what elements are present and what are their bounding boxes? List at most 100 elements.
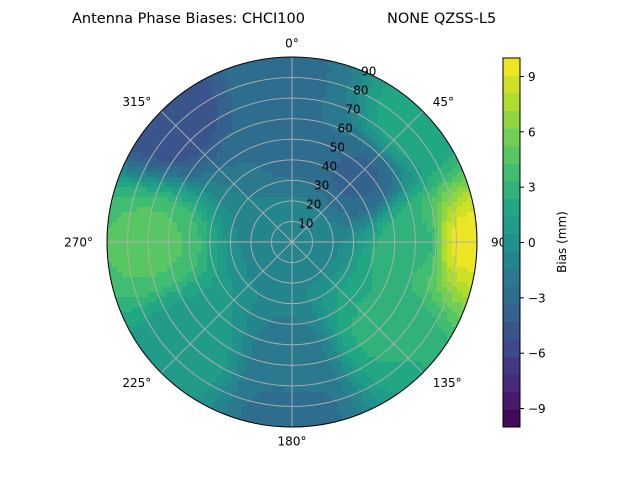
contour-cell (192, 377, 198, 383)
contour-cell (302, 337, 308, 343)
contour-cell (152, 342, 158, 348)
contour-cell (337, 72, 343, 78)
contour-cell (122, 227, 128, 233)
contour-cell (137, 222, 143, 228)
contour-cell (257, 197, 263, 203)
contour-cell (392, 387, 398, 393)
contour-cell (272, 372, 278, 378)
contour-cell (422, 287, 428, 293)
contour-cell (132, 237, 138, 243)
contour-cell (192, 202, 198, 208)
contour-cell (407, 127, 413, 133)
contour-cell (202, 72, 208, 78)
contour-cell (462, 217, 468, 223)
contour-cell (197, 397, 203, 403)
contour-cell (337, 237, 343, 243)
contour-cell (172, 312, 178, 318)
contour-cell (452, 242, 458, 248)
contour-cell (127, 302, 133, 308)
contour-cell (167, 207, 173, 213)
contour-cell (427, 122, 433, 128)
contour-cell (262, 87, 268, 93)
contour-cell (182, 127, 188, 133)
contour-cell (442, 182, 448, 188)
contour-cell (132, 187, 138, 193)
contour-cell (207, 257, 213, 263)
contour-cell (277, 172, 283, 178)
contour-cell (292, 207, 298, 213)
contour-cell (277, 322, 283, 328)
contour-cell (217, 112, 223, 118)
contour-cell (307, 422, 313, 427)
contour-cell (277, 267, 283, 273)
contour-cell (202, 137, 208, 143)
contour-cell (347, 132, 353, 138)
contour-cell (287, 402, 293, 408)
contour-cell (262, 157, 268, 163)
contour-cell (162, 202, 168, 208)
contour-cell (177, 97, 183, 103)
contour-cell (257, 277, 263, 283)
contour-cell (377, 247, 383, 253)
contour-cell (337, 67, 343, 73)
colorbar-band (503, 304, 520, 322)
contour-cell (327, 397, 333, 403)
colorbar-band (503, 110, 520, 129)
contour-cell (132, 222, 138, 228)
contour-cell (352, 112, 358, 118)
contour-cell (252, 322, 258, 328)
contour-cell (472, 217, 477, 223)
contour-cell (402, 227, 408, 233)
contour-cell (402, 237, 408, 243)
contour-cell (177, 87, 183, 93)
contour-cell (237, 407, 243, 413)
contour-cell (452, 187, 458, 193)
contour-cell (317, 282, 323, 288)
contour-cell (382, 167, 388, 173)
contour-cell (452, 317, 458, 323)
contour-cell (332, 237, 338, 243)
contour-cell (172, 192, 178, 198)
contour-cell (272, 107, 278, 113)
contour-cell (277, 407, 283, 413)
contour-cell (437, 162, 443, 168)
contour-cell (417, 147, 423, 153)
contour-cell (342, 272, 348, 278)
contour-cell (232, 167, 238, 173)
contour-cell (167, 367, 173, 373)
contour-cell (457, 242, 463, 248)
contour-cell (322, 92, 328, 98)
contour-cell (387, 302, 393, 308)
contour-cell (322, 217, 328, 223)
contour-cell (227, 67, 233, 73)
contour-cell (307, 77, 313, 83)
contour-cell (362, 87, 368, 93)
contour-cell (182, 187, 188, 193)
contour-cell (362, 227, 368, 233)
contour-cell (242, 297, 248, 303)
contour-cell (402, 232, 408, 238)
contour-cell (127, 197, 133, 203)
contour-cell (217, 327, 223, 333)
radial-tick-label: 20 (306, 198, 321, 212)
contour-cell (327, 147, 333, 153)
contour-cell (347, 237, 353, 243)
contour-cell (232, 92, 238, 98)
contour-cell (232, 242, 238, 248)
contour-cell (342, 402, 348, 408)
contour-cell (182, 172, 188, 178)
contour-cell (342, 222, 348, 228)
contour-cell (287, 72, 293, 78)
contour-cell (467, 242, 473, 248)
contour-cell (247, 132, 253, 138)
contour-cell (227, 277, 233, 283)
radial-tick-label: 50 (330, 141, 345, 155)
contour-cell (392, 197, 398, 203)
contour-cell (207, 372, 213, 378)
contour-cell (392, 212, 398, 218)
contour-cell (242, 97, 248, 103)
contour-cell (417, 277, 423, 283)
contour-cell (372, 277, 378, 283)
contour-cell (317, 187, 323, 193)
contour-cell (337, 147, 343, 153)
